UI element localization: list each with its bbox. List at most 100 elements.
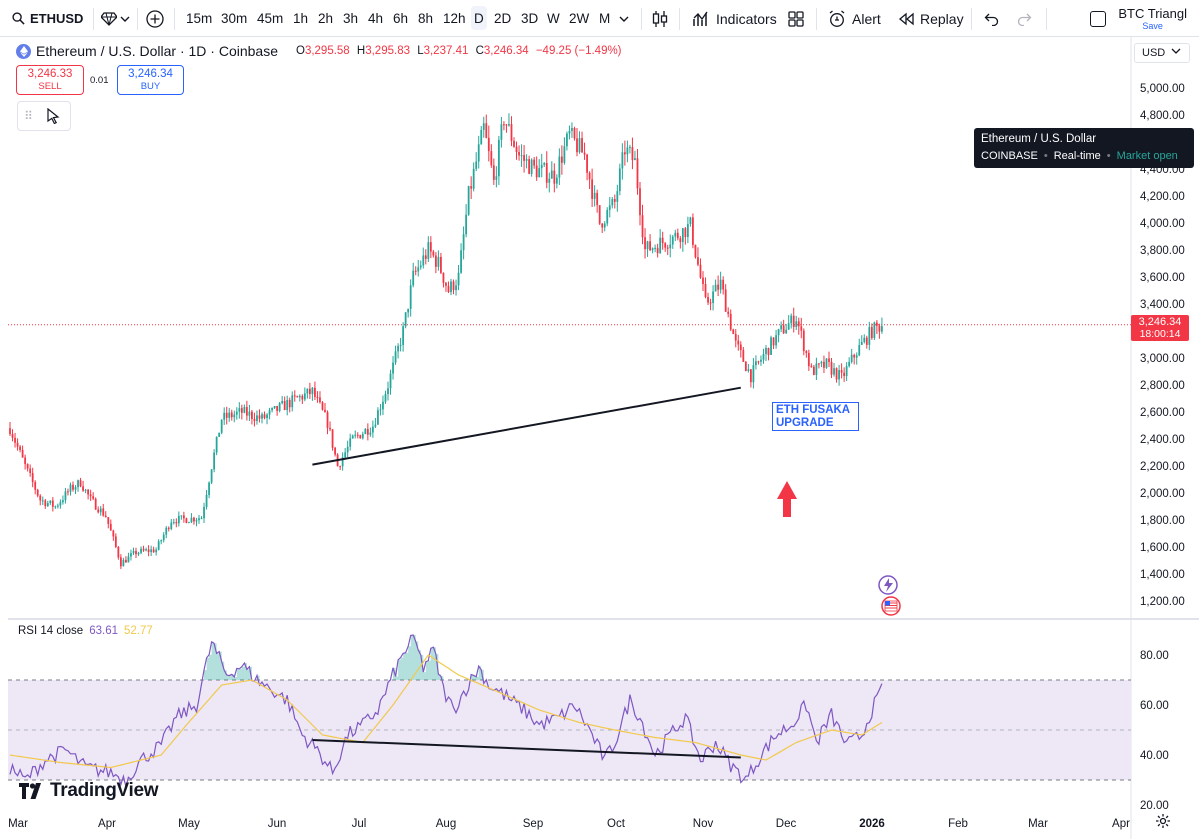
candle-body — [203, 506, 205, 519]
candle-body — [147, 549, 150, 553]
interval-15m[interactable]: 15m — [186, 11, 213, 26]
redo-button[interactable] — [1016, 0, 1032, 37]
interval-45m[interactable]: 45m — [257, 11, 284, 26]
rsi-value: 63.61 — [89, 625, 118, 637]
interval-1d[interactable]: D — [471, 6, 487, 30]
alert-label: Alert — [852, 10, 881, 27]
candle-body — [656, 247, 659, 254]
sell-button[interactable]: 3,246.33 SELL — [16, 65, 84, 95]
symbol-title[interactable]: Ethereum / U.S. Dollar · 1D · Coinbase — [36, 43, 278, 59]
candle-body — [130, 553, 132, 557]
rsi-tick-label: 80.00 — [1140, 650, 1169, 662]
candle-body — [545, 162, 548, 183]
indicators-button[interactable]: Indicators — [692, 0, 777, 37]
interval-2d[interactable]: 2D — [494, 11, 512, 26]
alert-button[interactable]: Alert — [828, 0, 881, 37]
candle-body — [344, 452, 347, 458]
buy-button[interactable]: 3,246.34 BUY — [117, 65, 184, 95]
candle-body — [16, 442, 19, 447]
candle-body — [785, 329, 788, 334]
candle-body — [341, 457, 344, 467]
save-button[interactable]: Save — [1142, 20, 1163, 31]
candle-body — [596, 192, 599, 206]
currency-selector[interactable]: USD — [1134, 43, 1190, 63]
interval-12h[interactable]: 12h — [443, 11, 466, 26]
gear-icon[interactable] — [1155, 813, 1171, 829]
compare-symbol-button[interactable] — [101, 0, 130, 37]
candle-body — [470, 186, 473, 189]
candle-body — [649, 241, 651, 251]
interval-1m[interactable]: M — [599, 11, 611, 26]
chart-type-button[interactable] — [651, 0, 669, 37]
price-tick-label: 1,800.00 — [1140, 515, 1185, 527]
chevron-down-icon — [1171, 48, 1181, 54]
candle-body — [881, 326, 883, 332]
interval-2w[interactable]: 2W — [569, 11, 590, 26]
arrow-up-icon[interactable] — [777, 481, 797, 517]
candle-body — [467, 186, 470, 215]
chart-canvas[interactable]: 5,000.004,800.004,600.004,400.004,200.00… — [0, 37, 1199, 839]
candle-body — [848, 361, 851, 367]
interval-6h[interactable]: 6h — [393, 11, 409, 26]
candle-body — [724, 289, 727, 312]
candle-body — [14, 437, 16, 443]
candle-body — [64, 491, 67, 501]
lightning-event-icon[interactable] — [878, 575, 898, 595]
interval-1w[interactable]: W — [547, 11, 560, 26]
high-value: 3,295.83 — [365, 45, 410, 57]
candle-body — [339, 466, 342, 468]
layout-menu[interactable]: BTC Triangl Save — [1090, 0, 1187, 37]
candle-body — [729, 313, 732, 330]
interval-dropdown[interactable] — [619, 0, 629, 37]
candle-body — [626, 147, 629, 155]
interval-4h[interactable]: 4h — [368, 11, 384, 26]
candle-body — [646, 241, 649, 250]
tradingview-logo-text: TradingView — [50, 780, 159, 801]
candle-body — [772, 337, 775, 346]
interval-3h[interactable]: 3h — [343, 11, 359, 26]
candle-body — [44, 500, 47, 507]
interval-8h[interactable]: 8h — [418, 11, 434, 26]
rsi-axis[interactable]: 80.00 60.00 40.00 20.00 — [1140, 650, 1169, 812]
symbol-search[interactable]: ETHUSD — [12, 0, 83, 37]
candle-body — [654, 247, 657, 249]
add-symbol-button[interactable] — [146, 0, 164, 37]
candle-body — [291, 395, 294, 408]
candle-body — [500, 124, 503, 140]
candle-body — [19, 446, 21, 450]
fusaka-upgrade-note[interactable]: ETH FUSAKA UPGRADE — [772, 402, 859, 431]
interval-1h[interactable]: 1h — [293, 11, 309, 26]
candle-body — [666, 247, 669, 249]
undo-button[interactable] — [984, 0, 1000, 37]
candle-body — [69, 484, 72, 492]
interval-3d[interactable]: 3D — [521, 11, 539, 26]
cursor-arrow-icon[interactable] — [46, 108, 60, 124]
interval-2h[interactable]: 2h — [318, 11, 334, 26]
rsi-ma-line[interactable] — [9, 654, 883, 769]
candle-body — [618, 168, 621, 192]
candle-body — [712, 291, 714, 303]
candle-body — [296, 396, 299, 398]
last-price-label: 3,246.34 18:00:14 — [1131, 315, 1189, 341]
candle-body — [364, 428, 367, 434]
candle-body — [137, 552, 140, 555]
price-tick-label: 1,200.00 — [1140, 596, 1185, 608]
candle-body — [283, 401, 286, 411]
time-axis[interactable]: Mar Apr May Jun Jul Aug Sep Oct Nov Dec 2026 Feb Mar… — [8, 818, 1130, 830]
candle-body — [475, 161, 478, 169]
price-support-trendline[interactable] — [312, 386, 741, 466]
interval-30m[interactable]: 30m — [221, 11, 248, 26]
candle-body — [392, 362, 394, 374]
replay-button[interactable]: Replay — [898, 0, 964, 37]
candle-body — [674, 232, 677, 237]
rsi-line[interactable] — [9, 634, 883, 789]
tradingview-logo[interactable]: TradingView — [19, 780, 159, 802]
candle-body — [538, 168, 541, 178]
toolbar-divider — [174, 8, 175, 30]
templates-button[interactable] — [788, 0, 804, 37]
candle-body — [807, 352, 810, 367]
drag-handle-icon[interactable]: ⠿ — [24, 109, 33, 123]
us-flag-event-icon[interactable] — [881, 596, 901, 616]
rsi-divergence-trendline[interactable] — [312, 739, 741, 759]
rsi-legend[interactable]: RSI 14 close 63.61 52.77 — [18, 625, 153, 637]
